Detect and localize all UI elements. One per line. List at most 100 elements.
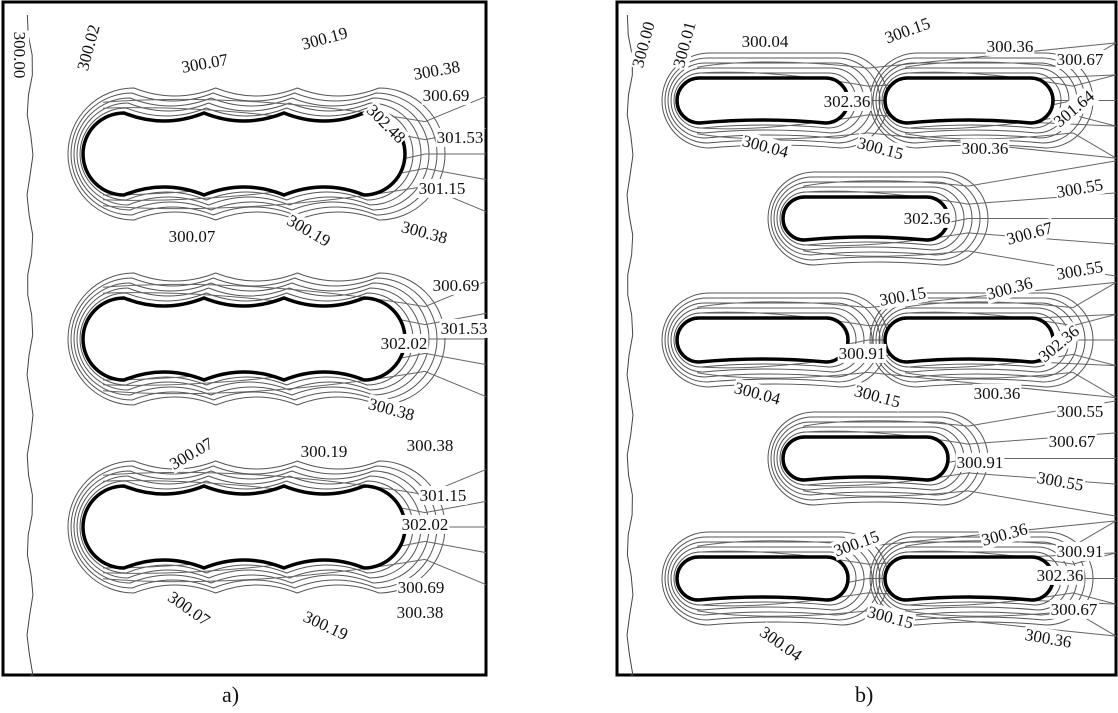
isotherm-line [696,132,1117,159]
label-background [822,91,872,111]
label-background [1055,401,1105,421]
isotherm-line [878,67,1070,134]
isotherm-label: 300.38 [407,436,454,455]
isotherm-line [696,114,1117,130]
label-background [1034,467,1086,496]
isotherm-label: 300.69 [423,86,470,105]
isotherm-line [76,475,422,579]
panel-b-contour-plot: 300.00 300.01 300.04 300.15 300.36300.67302.… [615,0,1118,677]
isotherm-line [70,92,438,216]
isotherm-line [875,541,1078,616]
isotherm-label: 302.02 [381,334,428,353]
isotherm-label: 300.91 [1057,542,1104,561]
label-background [167,226,217,246]
label-background [179,49,231,78]
isotherm-line [673,72,857,129]
isotherm-line [696,610,1117,637]
isotherm-line [904,550,1117,565]
label-background [978,518,1031,550]
label-background [985,36,1035,56]
label-background [10,30,30,80]
isotherm-line [773,181,973,256]
isotherm-line [73,97,430,211]
isotherm-label: 300.07 [169,227,216,246]
label-background [362,99,411,148]
isotherm-line [696,371,1117,399]
label-background [851,380,904,412]
label-background [1022,624,1074,653]
isotherm-line [881,72,1062,129]
isotherm-line [779,431,957,486]
isotherm-line [904,71,1117,87]
isotherm-line [673,312,857,368]
label-background [400,514,450,534]
heat-source-tube [781,435,950,482]
isotherm-label: 301.53 [437,128,484,147]
label-background [379,333,429,353]
isotherm-line [26,14,34,676]
label-background [960,138,1010,158]
isotherm-line [76,287,422,391]
heat-source-tube [883,316,1055,364]
isotherm-line [670,546,865,611]
panel-b-caption: b) [855,682,874,707]
isotherm-label: 300.00 [10,32,29,79]
label-background [1054,174,1106,203]
isotherm-line [670,307,865,373]
isotherm-line [767,411,989,506]
heat-source-tube [81,484,407,570]
label-background [1055,541,1105,561]
isotherm-line [102,370,487,398]
isotherm-line [696,592,1117,607]
isotherm-line [667,541,873,616]
isotherm-label: 300.36 [974,384,1021,403]
label-background [1047,431,1097,451]
isotherm-line [696,311,1117,327]
isotherm-line [67,460,446,594]
isotherm-label: 300.67 [1049,432,1096,451]
isotherm-line [76,102,422,206]
isotherm-label: 302.02 [402,515,449,534]
isotherm-line [872,536,1086,621]
label-background [282,210,335,252]
isotherm-line [779,191,957,246]
heat-source-tube [675,555,850,602]
isotherm-label: 300.69 [398,578,445,597]
label-background [398,216,451,248]
isotherm-line [904,132,1117,159]
label-background [405,435,455,455]
label-background [435,127,485,147]
label-background [1003,217,1057,249]
isotherm-line [904,353,1117,369]
label-background [864,601,917,633]
heat-source-tube [675,76,850,125]
isotherm-line [802,490,1117,517]
isotherm-line [102,280,487,308]
isotherm-label: 300.91 [957,453,1004,472]
isotherm-line [673,551,857,606]
heat-source-tube [675,316,850,364]
label-background [837,343,887,363]
isotherm-label: 301.15 [420,486,467,505]
isotherm-line [802,232,1117,247]
isotherm-line [79,292,414,386]
label-background [983,272,1036,304]
isotherm-line [904,371,1117,399]
isotherm-label: 301.53 [441,319,488,338]
isotherm-label: 300.36 [962,139,1009,158]
label-background [299,441,349,461]
isotherm-line [802,430,1117,445]
isotherm-line [664,297,881,383]
isotherm-line [696,550,1117,565]
isotherm-line [904,281,1117,309]
isotherm-line [696,42,1117,69]
label-background [972,383,1022,403]
label-background [298,22,351,54]
isotherm-line [102,558,487,586]
heat-source-tube [883,555,1055,602]
isotherm-line [667,302,873,378]
isotherm-line [881,312,1062,368]
isotherm-line [869,531,1094,626]
heat-source-tube [81,111,407,197]
label-background [854,132,907,164]
